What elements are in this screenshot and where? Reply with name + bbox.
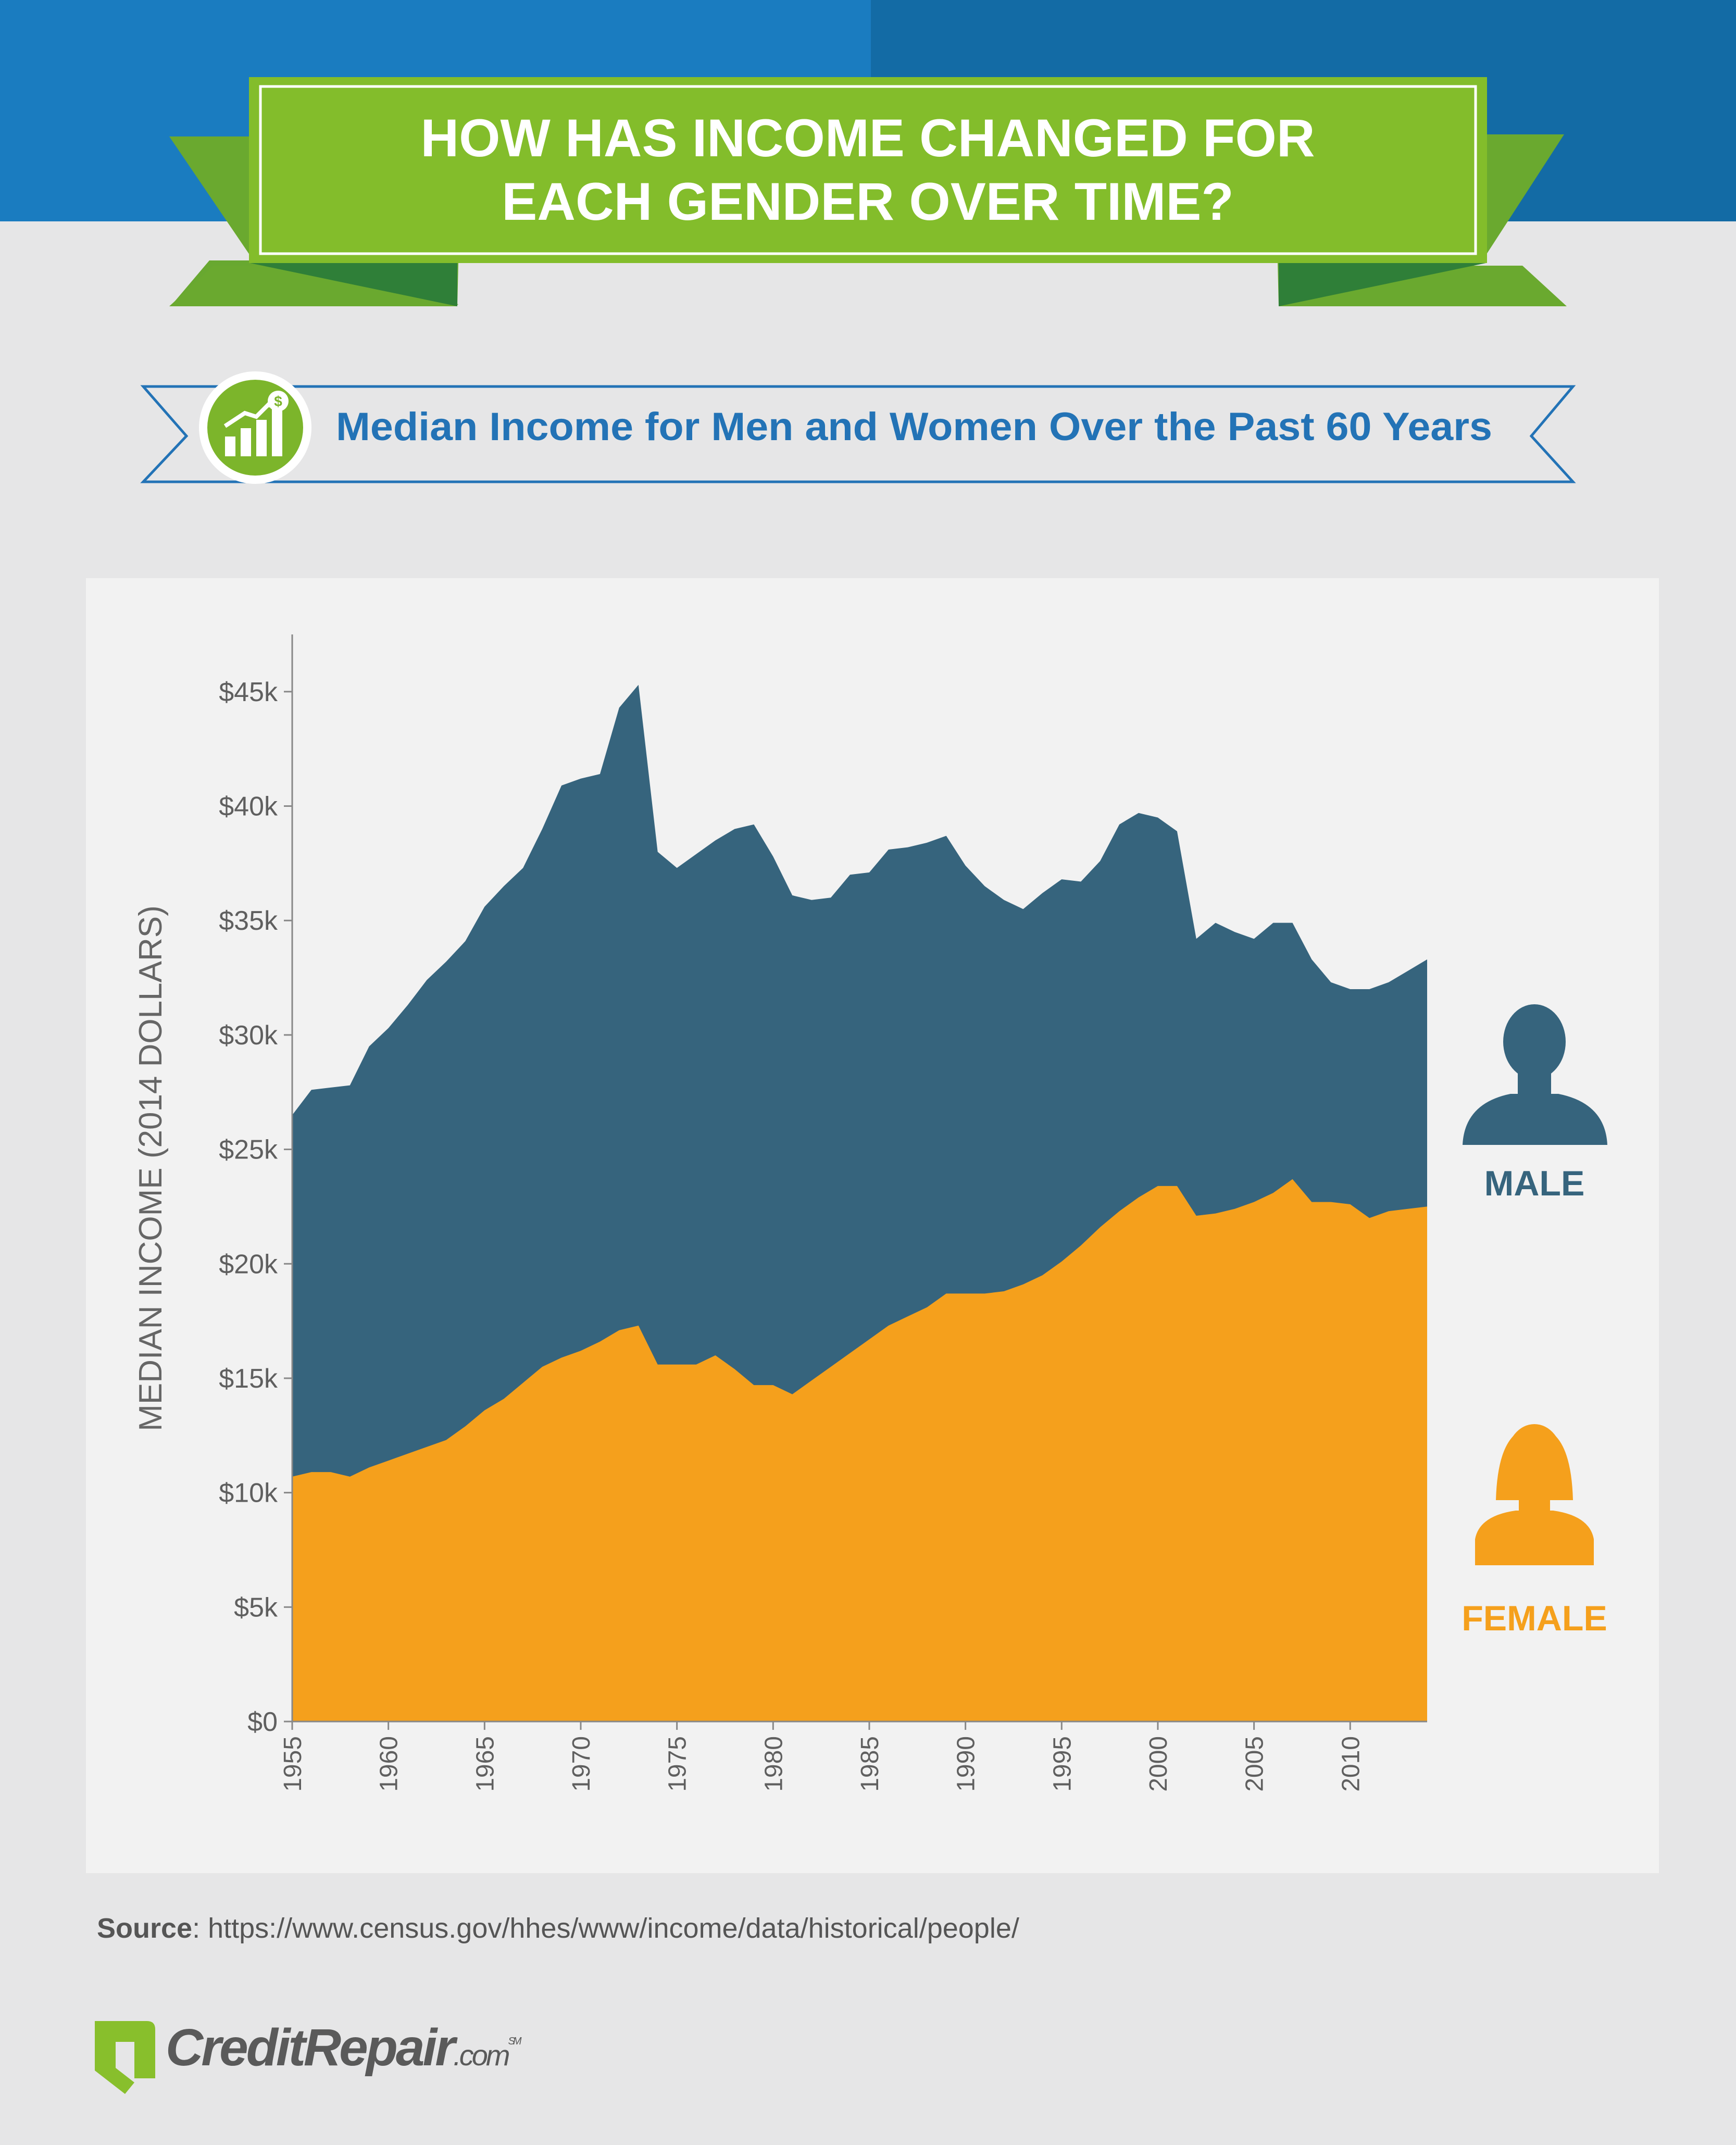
svg-text:$: $ <box>274 393 282 409</box>
y-tick-label: $5k <box>234 1592 278 1623</box>
source-url: https://www.census.gov/hhes/www/income/d… <box>208 1913 1019 1944</box>
y-tick-label: $30k <box>219 1020 278 1051</box>
x-tick-label: 2010 <box>1337 1736 1365 1792</box>
female-area-series <box>292 1179 1427 1722</box>
x-tick-label: 1980 <box>760 1736 788 1792</box>
y-tick-label: $40k <box>219 792 278 822</box>
x-tick-label: 1955 <box>279 1736 307 1792</box>
x-tick-label: 1975 <box>664 1736 692 1792</box>
y-axis-label: MEDIAN INCOME (2014 DOLLARS) <box>133 905 169 1431</box>
brand-logo: CreditRepair.comSM <box>95 2018 524 2094</box>
source-line: Source: https://www.census.gov/hhes/www/… <box>97 1913 1019 1944</box>
legend-male: MALE <box>1463 1004 1607 1203</box>
brand-name: CreditRepair.comSM <box>166 2018 522 2077</box>
y-axis-ticks: $0 $5k $10k $15k $20k $25k $30k $35k $40k $45k <box>219 677 292 1737</box>
y-tick-label: $35k <box>219 906 278 936</box>
x-tick-label: 1960 <box>376 1736 403 1792</box>
subtitle-text: Median Income for Men and Women Over the… <box>336 405 1492 449</box>
source-label: Source <box>97 1913 192 1944</box>
y-tick-label: $0 <box>247 1707 278 1737</box>
area-chart: $0 $5k $10k $15k $20k $25k $30k $35k $40k $45k 19… <box>133 634 1427 1792</box>
legend-female: FEMALE <box>1462 1424 1607 1638</box>
y-tick-label: $25k <box>219 1135 278 1165</box>
x-tick-label: 2005 <box>1241 1736 1269 1792</box>
banner-inner-border <box>259 85 1477 255</box>
y-tick-label: $45k <box>219 677 278 707</box>
x-tick-label: 1990 <box>953 1736 980 1792</box>
banner-face <box>249 77 1487 263</box>
brand-name-main: CreditRepair <box>166 2018 458 2077</box>
x-tick-label: 1965 <box>471 1736 499 1792</box>
title-line-1: HOW HAS INCOME CHANGED FOR <box>421 108 1315 168</box>
title-banner: HOW HAS INCOME CHANGED FOR EACH GENDER O… <box>169 77 1567 306</box>
x-tick-label: 1995 <box>1048 1736 1076 1792</box>
y-tick-label: $20k <box>219 1249 278 1279</box>
x-tick-label: 1970 <box>568 1736 595 1792</box>
male-label: MALE <box>1484 1164 1585 1203</box>
female-silhouette-icon <box>1475 1424 1594 1565</box>
x-tick-label: 1985 <box>856 1736 884 1792</box>
banner-right-fold <box>1279 263 1486 306</box>
x-axis-ticks: 1955 1960 1965 1970 1975 1980 1985 1990 1995 2000… <box>279 1722 1365 1792</box>
y-tick-label: $10k <box>219 1478 278 1508</box>
banner-left-fold <box>250 263 457 306</box>
brand-name-suffix: .com <box>453 2039 509 2072</box>
male-silhouette-icon <box>1463 1004 1607 1145</box>
y-tick-label: $15k <box>219 1364 278 1394</box>
credit-repair-logo-icon <box>95 2021 155 2094</box>
subtitle-ribbon: $ Median Income for Men and Women Over t… <box>140 371 1576 484</box>
subtitle-ribbon-shape <box>140 385 1576 483</box>
female-label: FEMALE <box>1462 1599 1607 1638</box>
x-tick-label: 2000 <box>1145 1736 1172 1792</box>
bar-chart-growth-dollar-icon: $ <box>199 371 311 484</box>
title-line-2: EACH GENDER OVER TIME? <box>502 172 1233 231</box>
source-separator: : <box>192 1913 208 1944</box>
